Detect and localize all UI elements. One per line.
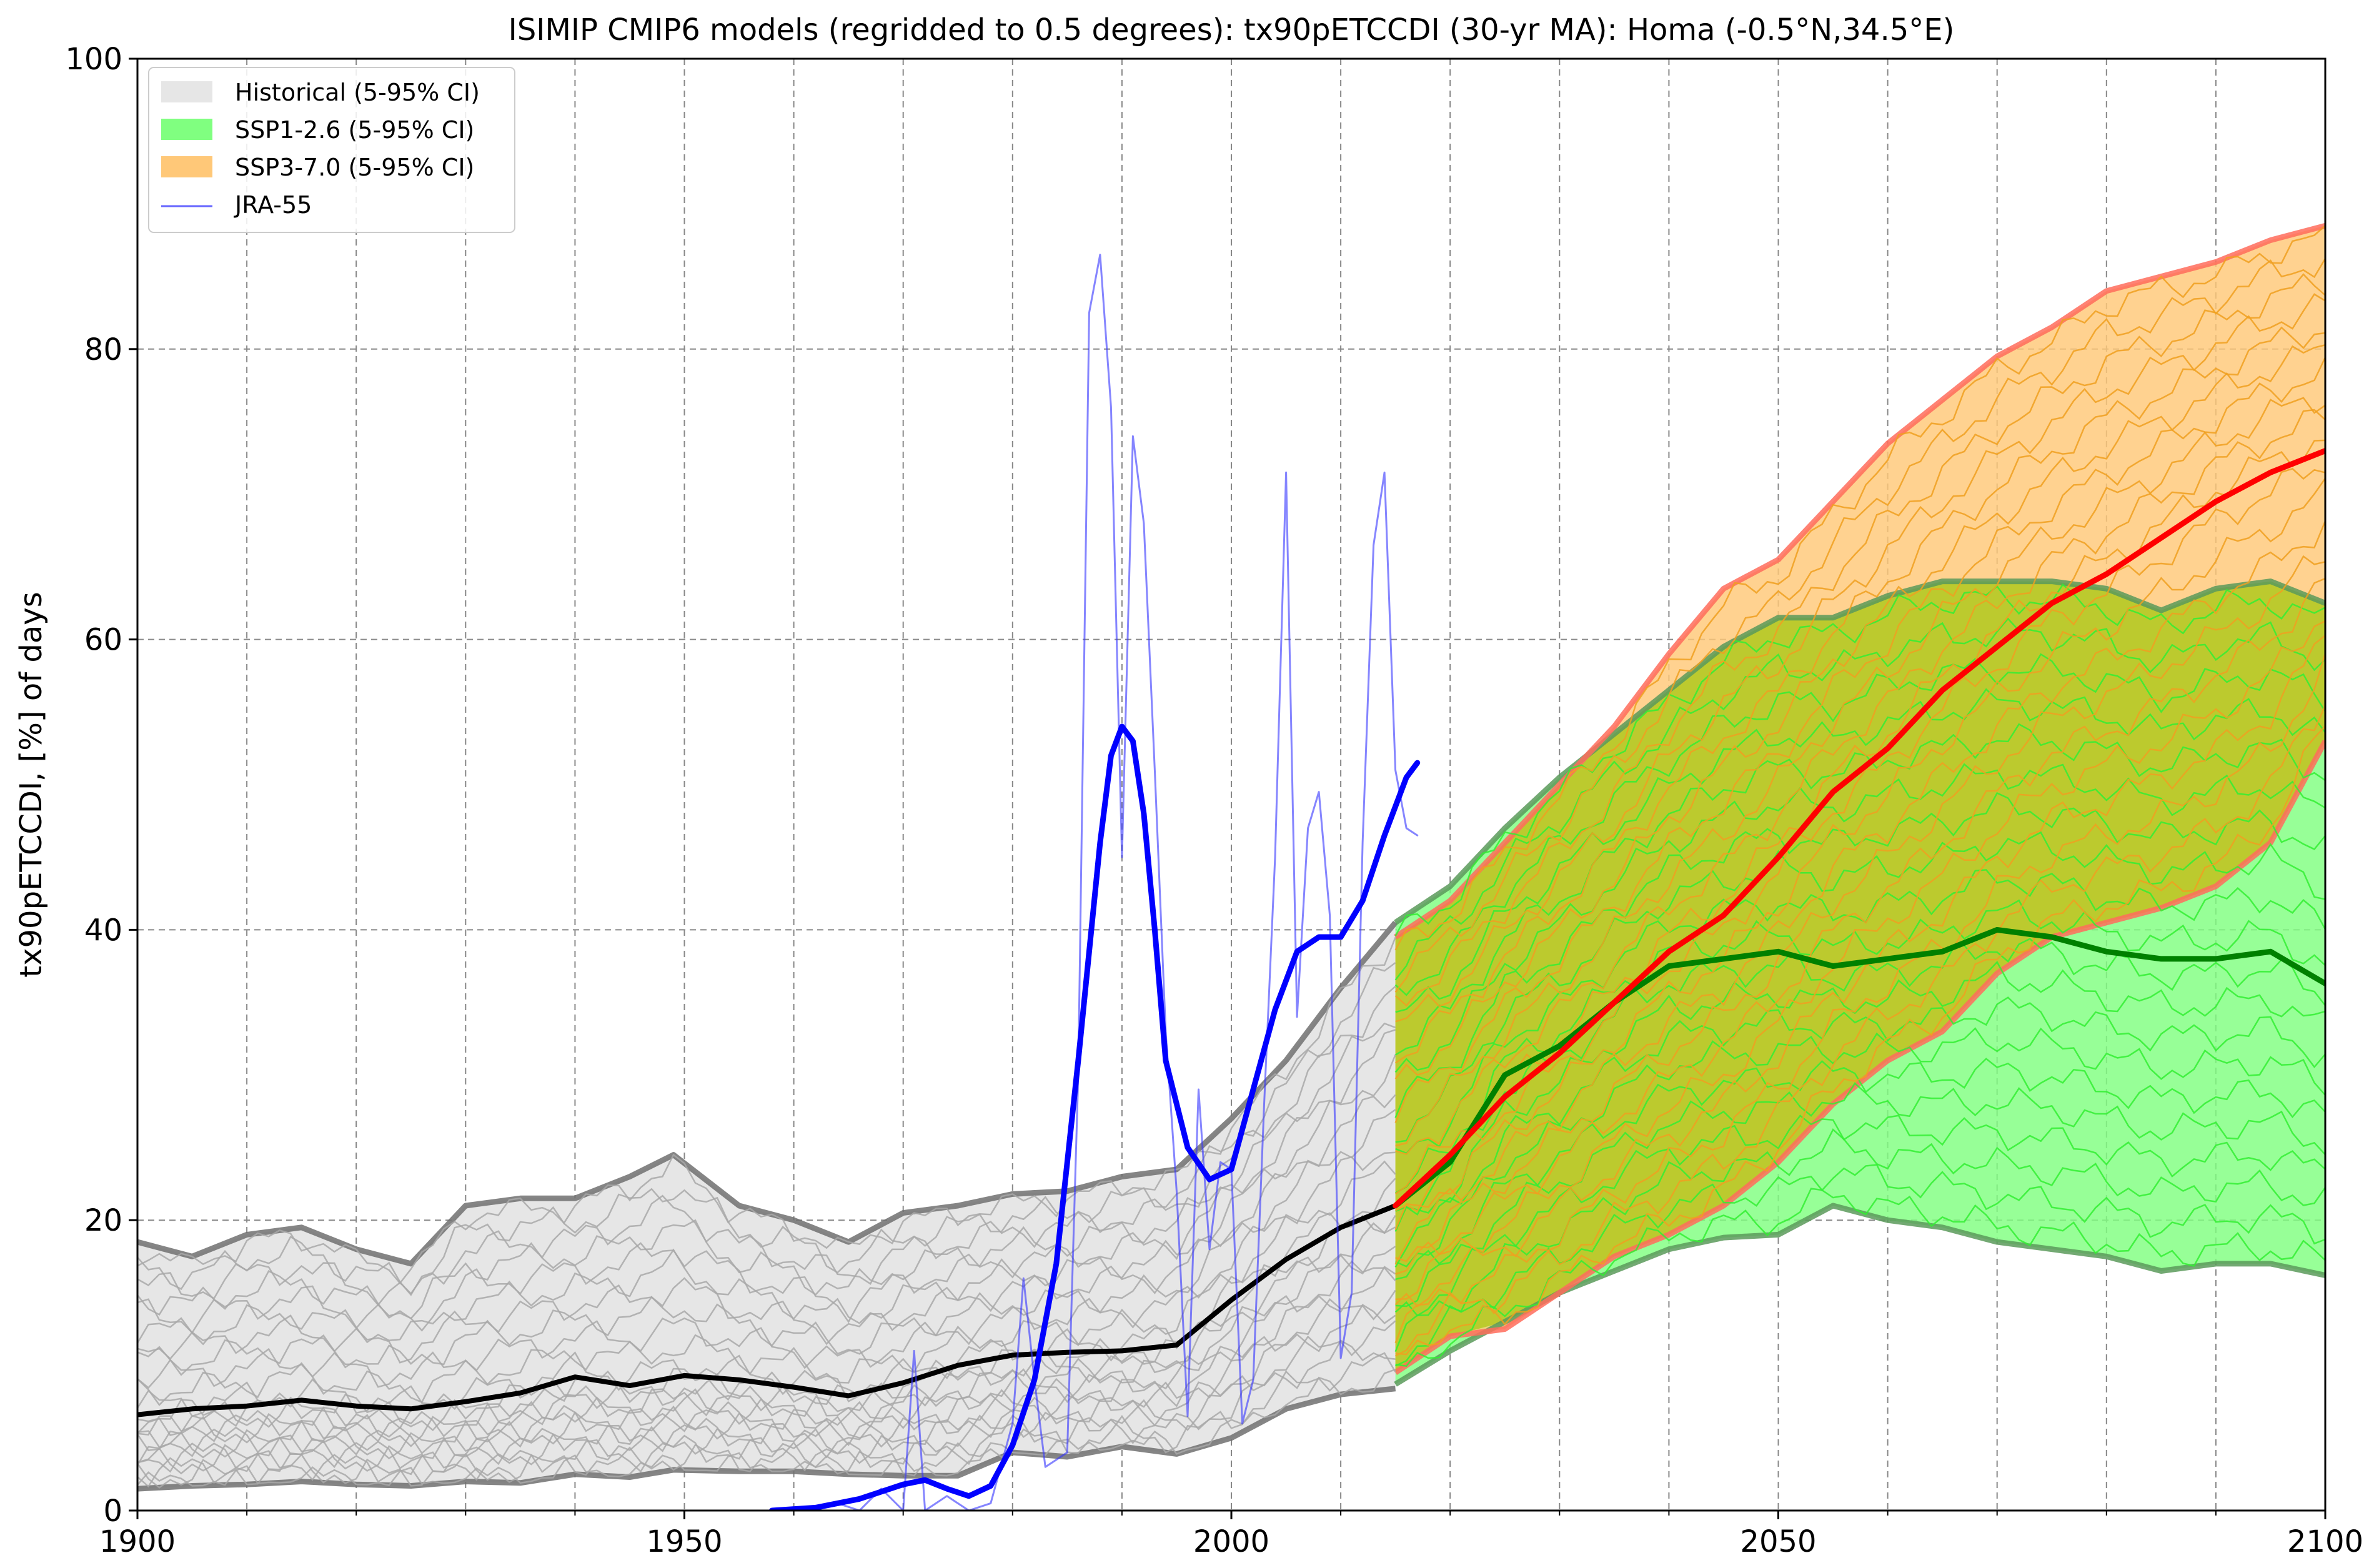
x-tick-label: 1950 — [646, 1524, 722, 1559]
historical-member-line — [137, 1320, 1396, 1475]
historical-member-line — [137, 1109, 1396, 1376]
band-lower-edge-historical — [137, 1386, 1396, 1492]
y-tick-label: 80 — [84, 332, 122, 367]
y-tick-label: 40 — [84, 913, 122, 948]
ssp370-member-line — [1395, 725, 2325, 1356]
band-upper-edge-ssp370 — [1394, 222, 2325, 940]
legend: Historical (5-95% CI) SSP1-2.6 (5-95% CI… — [148, 67, 515, 233]
ssp370-member-line — [1394, 326, 2325, 1064]
ssp126-member-line — [1394, 763, 2325, 1073]
ssp370-member-line — [1394, 357, 2325, 1123]
legend-swatch-ssp370 — [161, 156, 212, 177]
legend-swatch-ssp126 — [161, 119, 212, 140]
ssp126-member-line — [1395, 1058, 2325, 1281]
ssp370-member-line — [1395, 467, 2325, 1213]
legend-swatch-historical — [161, 81, 212, 102]
ssp126-member-line — [1395, 688, 2325, 1013]
series-historical-median — [137, 1203, 1398, 1417]
historical-member-line — [137, 985, 1396, 1306]
ssp126-member-line — [1395, 831, 2325, 1143]
ssp370-member-line — [1394, 258, 2325, 993]
historical-member-line — [137, 1054, 1396, 1346]
y-tick-label: 20 — [84, 1203, 122, 1238]
historical-member-line — [137, 1029, 1396, 1334]
ssp126-member-line — [1394, 653, 2325, 996]
historical-member-line — [137, 1369, 1396, 1487]
y-tick-label: 100 — [65, 42, 122, 77]
historical-member-line — [137, 1352, 1396, 1489]
ssp126-member-line — [1395, 1027, 2325, 1268]
x-tick-label: 2050 — [1740, 1524, 1816, 1559]
y-axis-label: tx90pETCCDI, [%] of days — [14, 592, 49, 977]
legend-label-historical: Historical (5-95% CI) — [235, 79, 480, 106]
axis-ticks: 1900 1950 2000 2050 2100 0 20 40 60 80 100 — [65, 42, 2363, 1559]
legend-label-jra55: JRA-55 — [234, 191, 312, 219]
legend-label-ssp370: SSP3-7.0 (5-95% CI) — [235, 154, 474, 181]
ssp370-member-line — [1395, 705, 2325, 1357]
band-upper-edge-ssp126 — [1394, 578, 2325, 925]
ssp370-member-line — [1395, 555, 2325, 1263]
ssp370-member-line — [1395, 620, 2325, 1300]
historical-member-line — [137, 1339, 1396, 1488]
historical-member-line — [137, 1260, 1396, 1452]
ssp370-member-line — [1395, 577, 2325, 1275]
ssp370-member-line — [1394, 635, 2325, 1307]
historical-member-line — [137, 937, 1396, 1284]
ssp370-member-line — [1395, 397, 2325, 1147]
ssp126-member-line — [1394, 1128, 2325, 1352]
ssp370-member-line — [1394, 273, 2325, 1007]
series-ssp370-median — [1393, 448, 2325, 1209]
ssp126-member-line — [1394, 1114, 2325, 1317]
series-layer — [137, 254, 2325, 1511]
ssp126-member-line — [1394, 961, 2325, 1232]
legend-box — [148, 67, 515, 233]
historical-member-line — [137, 1151, 1396, 1389]
ssp126-member-line — [1395, 1082, 2325, 1307]
series-jra55-moving-average — [769, 723, 1421, 1511]
ssp126-member-line — [1395, 869, 2325, 1154]
x-tick-label: 1900 — [99, 1524, 176, 1559]
ssp370-member-line — [1394, 477, 2325, 1231]
ssp126-member-line — [1394, 583, 2325, 937]
ssp370-member-line — [1394, 225, 2325, 951]
y-tick-label: 0 — [103, 1494, 122, 1529]
y-tick-label: 60 — [84, 623, 122, 658]
ssp126-member-line — [1394, 617, 2325, 981]
ssp370-member-line — [1395, 293, 2325, 1023]
historical-member-line — [137, 962, 1396, 1296]
ssp370-member-line — [1394, 653, 2325, 1344]
ssp126-member-line — [1395, 1164, 2325, 1367]
ssp370-member-line — [1394, 344, 2325, 1079]
ssp126-member-line — [1395, 1188, 2325, 1367]
x-tick-label: 2000 — [1193, 1524, 1269, 1559]
historical-member-line — [137, 1094, 1396, 1364]
ensemble-layer — [137, 225, 2325, 1489]
ssp370-member-line — [1395, 409, 2325, 1155]
legend-label-ssp126: SSP1-2.6 (5-95% CI) — [235, 116, 474, 144]
ssp126-member-line — [1394, 723, 2325, 1056]
plot-area — [137, 222, 2325, 1511]
series-ssp126-median — [1393, 926, 2325, 1209]
historical-member-line — [137, 1160, 1396, 1406]
historical-member-line — [137, 1303, 1396, 1473]
chart-title: ISIMIP CMIP6 models (regridded to 0.5 de… — [509, 12, 1955, 47]
series-jra55 — [771, 254, 1419, 1511]
ssp370-member-line — [1394, 520, 2325, 1265]
x-tick-label: 2100 — [2287, 1524, 2363, 1559]
ssp126-member-line — [1394, 996, 2325, 1268]
